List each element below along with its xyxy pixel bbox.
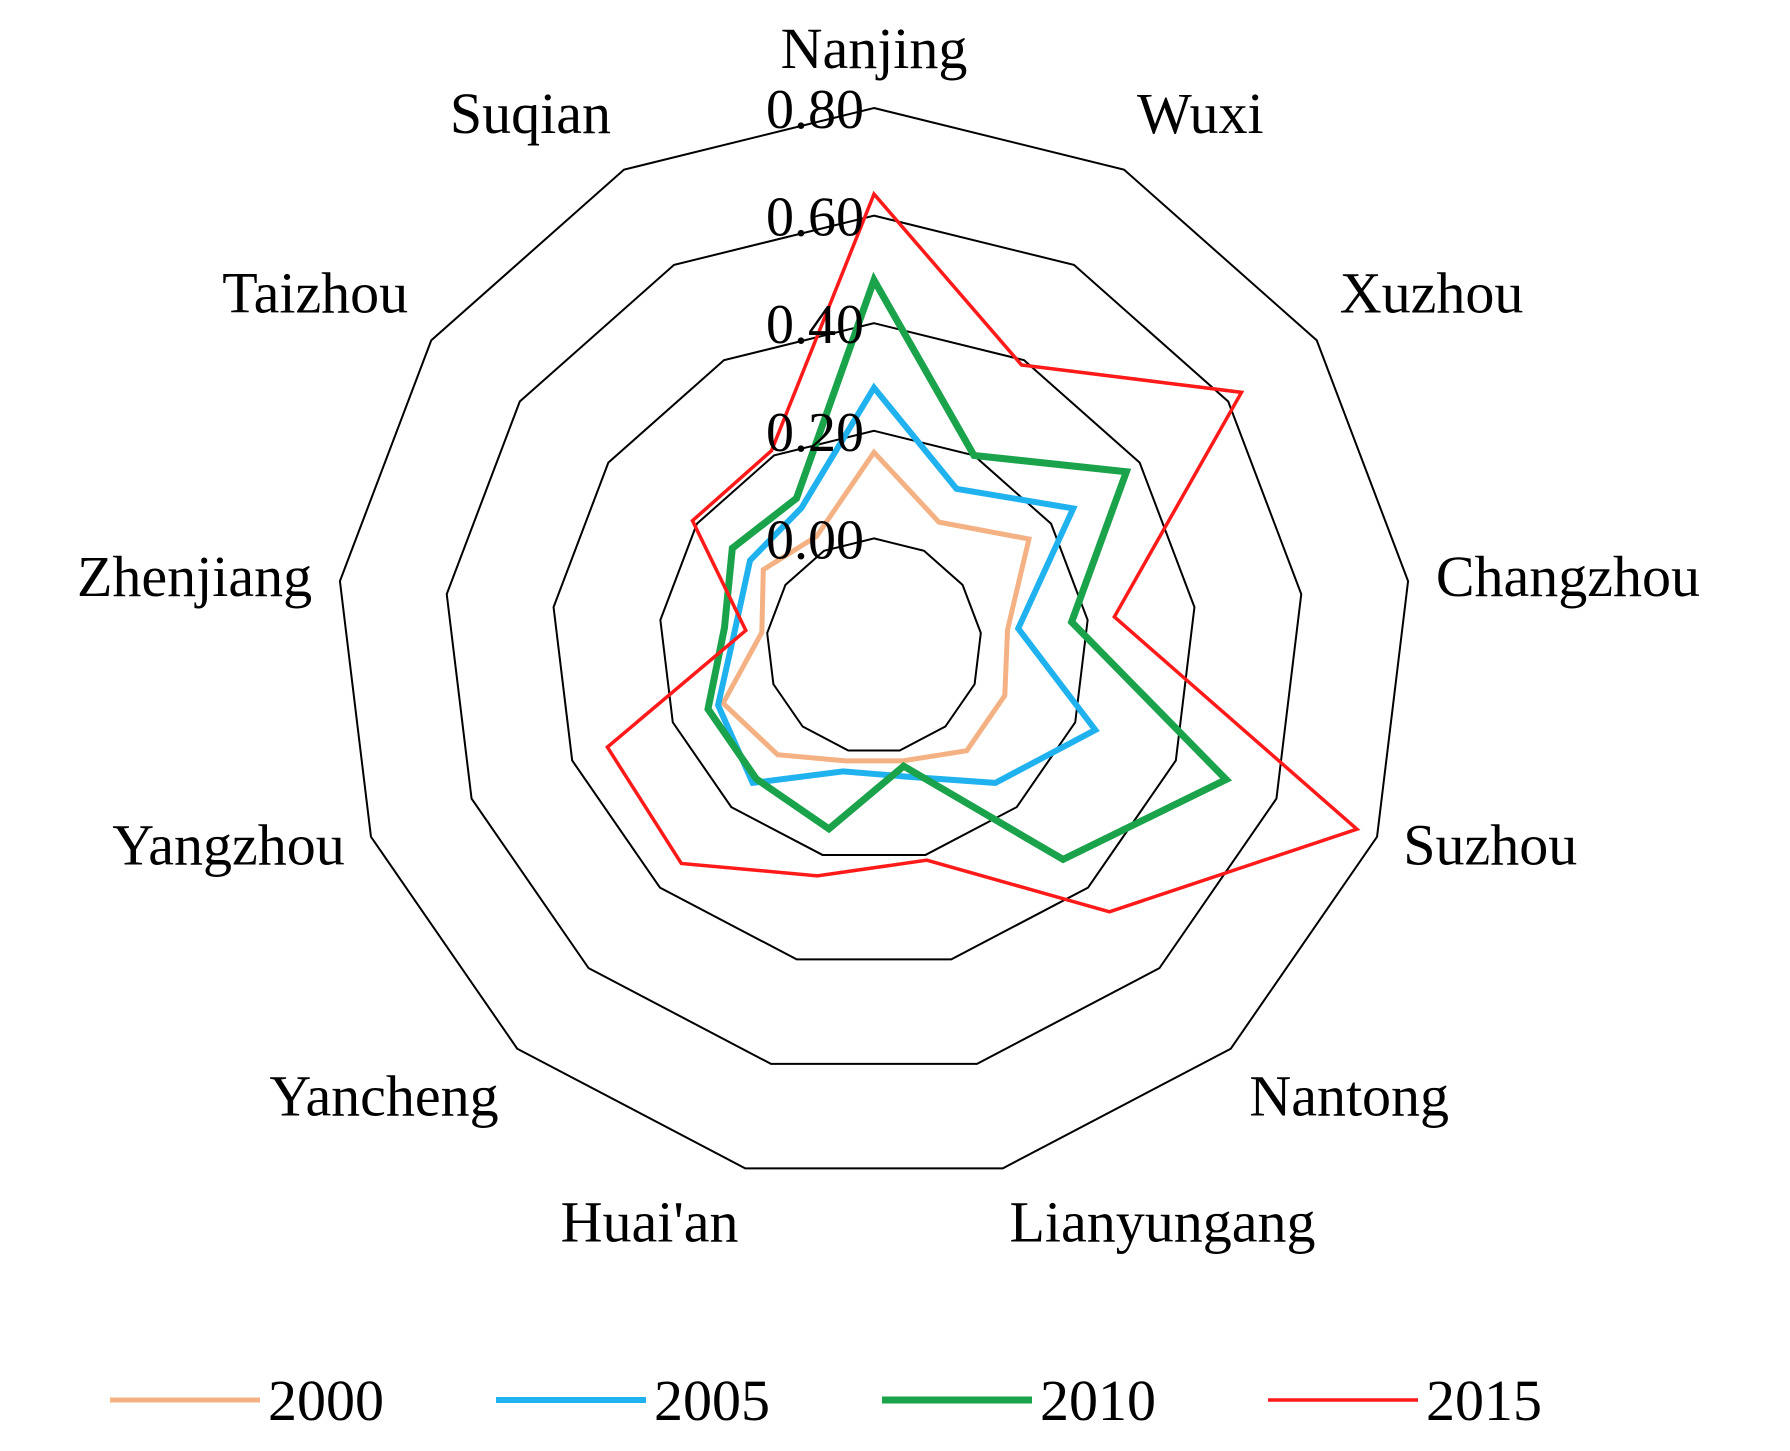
tick-label-0: 0.00 [766,509,864,571]
legend: 2000 2005 2010 2015 [110,1368,1542,1433]
series-line-2010 [704,271,1233,864]
category-label-nantong: Nantong [1249,1064,1449,1129]
grid-ring-4 [445,214,1303,1065]
radar-grid [338,106,1410,1170]
legend-item-2010: 2010 [882,1368,1156,1433]
series-2005 [714,382,1100,787]
legend-label-2015: 2015 [1426,1368,1542,1433]
category-label-huai-an: Huai'an [561,1190,739,1255]
category-label-yangzhou: Yangzhou [112,813,345,878]
category-labels: Nanjing Wuxi Xuzhou Changzhou Suzhou Nantong L… [77,16,1700,1255]
grid-ring-5 [338,106,1410,1170]
tick-label-3: 0.60 [766,187,864,249]
category-label-suzhou: Suzhou [1403,813,1577,878]
category-label-xuzhou: Xuzhou [1340,260,1524,325]
tick-label-1: 0.20 [766,402,864,464]
category-label-changzhou: Changzhou [1436,544,1700,609]
series-2000 [719,448,1033,764]
series-2010 [704,271,1233,864]
category-label-lianyungang: Lianyungang [1009,1190,1315,1255]
legend-item-2005: 2005 [496,1368,770,1433]
category-label-wuxi: Wuxi [1137,81,1264,146]
category-label-nanjing: Nanjing [781,16,968,81]
grid-ring-1 [766,537,982,752]
series-line-2000 [719,448,1033,764]
legend-item-2000: 2000 [110,1368,384,1433]
grid-ring-3 [552,322,1196,961]
series-line-2005 [714,382,1100,787]
legend-label-2005: 2005 [654,1368,770,1433]
category-label-suqian: Suqian [450,81,611,146]
series-2015 [605,190,1361,914]
tick-labels: 0.00 0.20 0.40 0.60 0.80 [766,79,864,571]
legend-item-2015: 2015 [1268,1368,1542,1433]
category-label-zhenjiang: Zhenjiang [77,544,312,609]
legend-label-2010: 2010 [1040,1368,1156,1433]
series-line-2015 [605,190,1361,914]
radar-series [605,190,1361,914]
category-label-yancheng: Yancheng [269,1064,498,1129]
tick-label-2: 0.40 [766,294,864,356]
tick-label-4: 0.80 [766,79,864,141]
category-label-taizhou: Taizhou [222,260,408,325]
legend-label-2000: 2000 [268,1368,384,1433]
